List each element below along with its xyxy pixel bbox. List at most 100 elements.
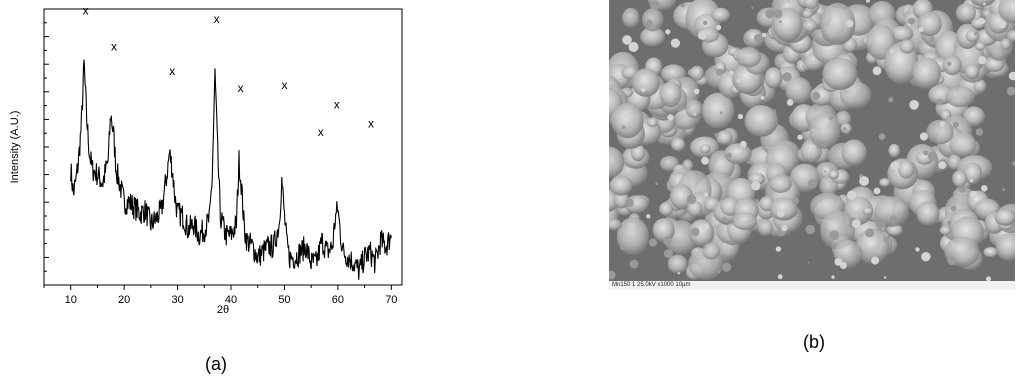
sem-speck bbox=[947, 220, 952, 226]
sem-particle bbox=[822, 58, 858, 90]
sem-speck bbox=[629, 259, 639, 269]
peak-marker: x bbox=[238, 81, 244, 95]
sem-speck bbox=[722, 216, 727, 222]
sem-speck bbox=[772, 109, 777, 114]
sem-particle bbox=[862, 207, 873, 216]
sem-speck bbox=[859, 176, 869, 186]
sem-speck bbox=[693, 88, 700, 95]
y-axis-title: Intensity (A.U.) bbox=[9, 111, 21, 184]
sem-speck bbox=[978, 56, 987, 65]
sem-speck bbox=[648, 238, 657, 247]
sem-info-bar: Mn150 1 25.0kV x1000 10µm bbox=[609, 281, 1015, 290]
sem-speck bbox=[677, 103, 685, 112]
sem-speck bbox=[714, 133, 719, 138]
sem-speck bbox=[619, 245, 625, 250]
sem-speck bbox=[807, 261, 810, 264]
sem-particle bbox=[841, 139, 867, 166]
sem-particle bbox=[659, 201, 674, 216]
sem-speck bbox=[797, 134, 803, 140]
sem-particle bbox=[699, 143, 711, 154]
sem-speck bbox=[919, 132, 928, 141]
sem-particle bbox=[609, 175, 633, 196]
sem-speck bbox=[781, 225, 788, 232]
sem-particle bbox=[912, 57, 941, 89]
peak-marker: x bbox=[368, 117, 374, 131]
sem-speck bbox=[918, 26, 924, 32]
sem-speck bbox=[670, 38, 680, 48]
sem-particle bbox=[939, 225, 952, 236]
sem-particle bbox=[743, 28, 765, 48]
sem-particle bbox=[898, 159, 915, 179]
sem-speck bbox=[958, 185, 967, 193]
sem-speck bbox=[998, 20, 1007, 29]
sem-speck bbox=[890, 161, 900, 170]
sem-particle bbox=[916, 201, 940, 226]
sem-speck bbox=[625, 198, 634, 208]
sem-particle bbox=[975, 42, 986, 51]
sem-speck bbox=[737, 113, 744, 120]
sem-speck bbox=[716, 24, 722, 31]
sem-speck bbox=[727, 81, 732, 85]
sem-speck bbox=[845, 19, 854, 28]
sem-speck bbox=[674, 98, 679, 103]
sem-speck bbox=[717, 270, 721, 274]
sem-speck bbox=[978, 17, 986, 25]
sem-speck bbox=[686, 194, 697, 205]
sem-particle bbox=[926, 119, 954, 145]
sem-speck bbox=[721, 262, 732, 272]
sem-particle bbox=[744, 105, 778, 137]
sem-particle bbox=[609, 146, 625, 179]
y-axis-ticks bbox=[44, 22, 49, 272]
panel-b-label: (b) bbox=[803, 332, 825, 352]
peak-marker: x bbox=[83, 4, 89, 18]
sem-speck bbox=[663, 236, 672, 246]
x-tick-label: 70 bbox=[385, 294, 397, 306]
sem-particle bbox=[945, 86, 975, 108]
sem-speck bbox=[843, 126, 847, 131]
sem-particle bbox=[769, 175, 792, 193]
sem-speck bbox=[908, 17, 916, 25]
sem-speck bbox=[779, 20, 782, 24]
sem-speck bbox=[889, 215, 898, 224]
peak-marker: x bbox=[169, 64, 175, 78]
sem-speck bbox=[746, 161, 750, 164]
sem-particle bbox=[716, 130, 733, 145]
peak-marker: x bbox=[318, 125, 324, 139]
sem-particle bbox=[963, 106, 985, 127]
sem-speck bbox=[1008, 71, 1015, 81]
sem-particle bbox=[970, 0, 995, 7]
sem-speck bbox=[751, 181, 761, 191]
sem-speck bbox=[921, 252, 931, 262]
sem-speck bbox=[883, 276, 887, 279]
sem-particle bbox=[609, 218, 622, 231]
sem-particle bbox=[964, 63, 980, 80]
x-tick-label: 20 bbox=[118, 294, 130, 306]
sem-speck bbox=[665, 29, 671, 35]
sem-particle bbox=[1006, 30, 1015, 42]
sem-speck bbox=[622, 111, 629, 118]
peak-marker: x bbox=[111, 39, 117, 53]
sem-speck bbox=[985, 276, 992, 282]
sem-particle bbox=[955, 3, 976, 23]
sem-speck bbox=[716, 68, 723, 76]
sem-speck bbox=[786, 99, 794, 106]
sem-speck bbox=[703, 20, 708, 25]
sem-particle bbox=[711, 7, 731, 23]
sem-speck bbox=[807, 179, 817, 189]
sem-particle bbox=[632, 68, 660, 97]
x-tick-label: 60 bbox=[332, 294, 344, 306]
sem-speck bbox=[883, 236, 889, 242]
sem-speck bbox=[909, 100, 919, 110]
sem-speck bbox=[650, 0, 660, 10]
sem-speck bbox=[866, 0, 870, 3]
sem-speck bbox=[729, 70, 734, 76]
sem-speck bbox=[693, 112, 697, 116]
sem-speck bbox=[743, 38, 748, 43]
x-tick-label: 50 bbox=[278, 294, 290, 306]
sem-speck bbox=[703, 192, 709, 197]
sem-speck bbox=[936, 99, 943, 106]
sem-particle bbox=[640, 27, 665, 47]
sem-speck bbox=[775, 246, 782, 252]
sem-particle bbox=[994, 208, 1015, 226]
